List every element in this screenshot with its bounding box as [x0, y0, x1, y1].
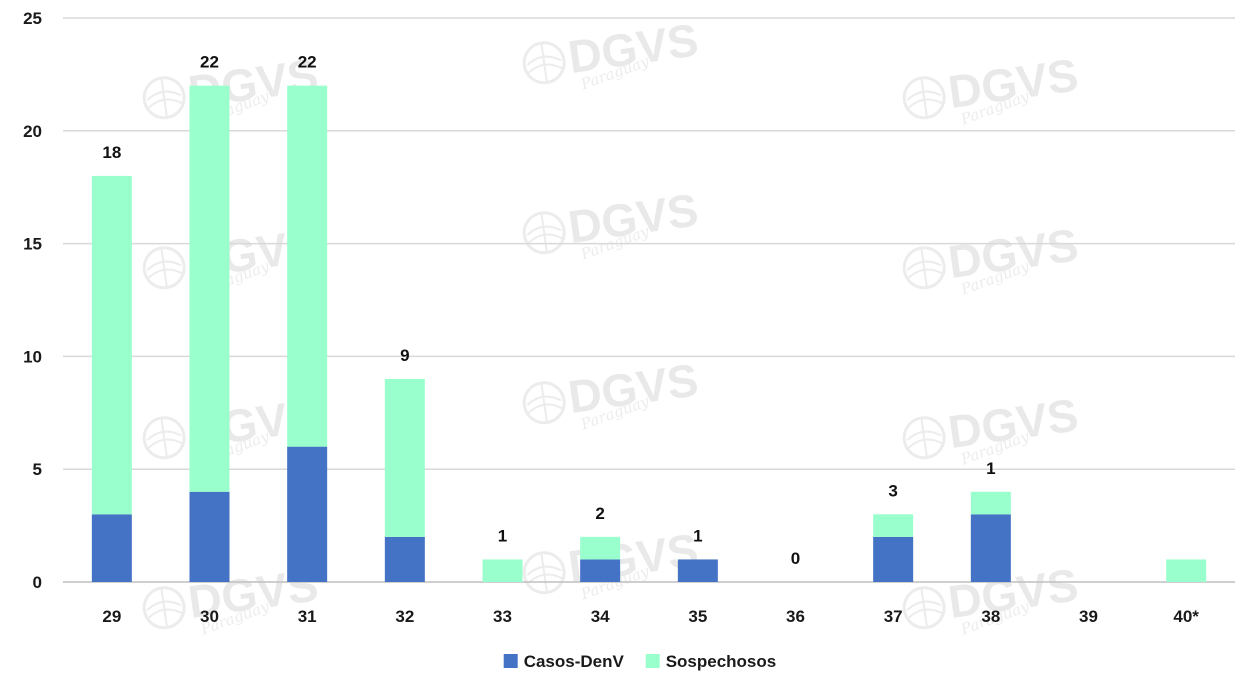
data-label: 22	[200, 53, 219, 72]
legend-swatch	[645, 654, 660, 668]
x-tick-label: 34	[591, 607, 610, 626]
data-label: 1	[693, 526, 702, 545]
bar-sospechosos	[91, 175, 132, 515]
x-tick-label: 36	[786, 607, 805, 626]
legend-label: Sospechosos	[666, 652, 777, 671]
bar-casos-denv	[580, 559, 621, 582]
bar-sospechosos	[970, 491, 1011, 515]
x-tick-label: 29	[102, 607, 121, 626]
x-tick-label: 37	[884, 607, 903, 626]
x-tick-label: 39	[1079, 607, 1098, 626]
data-label: 1	[986, 459, 995, 478]
x-axis-ticks: 29 30 31 32 33 34 35 36 37 38 39 40*	[102, 607, 1199, 626]
x-tick-label: 31	[298, 607, 317, 626]
data-label: 0	[791, 549, 800, 568]
grid-lines	[63, 17, 1235, 583]
bar-casos-denv	[873, 536, 914, 582]
y-tick-label: 5	[33, 460, 42, 479]
bar-casos-denv	[189, 491, 230, 582]
bar-casos-denv	[970, 514, 1011, 582]
data-label: 18	[102, 143, 121, 162]
data-label: 3	[888, 481, 897, 500]
bar-sospechosos	[580, 536, 621, 560]
data-label: 2	[595, 504, 604, 523]
x-tick-label: 32	[395, 607, 414, 626]
bar-casos-denv	[677, 559, 718, 582]
data-label: 1	[498, 526, 507, 545]
bar-sospechosos	[189, 85, 230, 492]
bar-sospechosos	[873, 514, 914, 537]
x-tick-label: 33	[493, 607, 512, 626]
y-tick-label: 10	[23, 347, 42, 366]
data-labels: 18 22 22 9 1 2 1 0 3 1	[102, 53, 995, 568]
x-tick-label: 40*	[1173, 607, 1199, 626]
data-label: 9	[400, 346, 409, 365]
x-tick-label: 35	[688, 607, 707, 626]
bar-casos-denv	[384, 536, 425, 582]
legend-label: Casos-DenV	[524, 652, 625, 671]
legend-swatch	[503, 654, 518, 668]
bar-casos-denv	[287, 446, 328, 582]
x-tick-label: 38	[981, 607, 1000, 626]
y-axis-ticks: 0 5 10 15 20 25	[23, 9, 42, 592]
bar-sospechosos	[384, 378, 425, 537]
y-tick-label: 20	[23, 122, 42, 141]
data-label: 22	[298, 53, 317, 72]
legend: Casos-DenV Sospechosos	[503, 652, 777, 671]
bar-sospechosos	[287, 85, 328, 447]
bar-casos-denv	[91, 514, 132, 582]
y-tick-label: 15	[23, 235, 42, 254]
bars	[91, 85, 1207, 582]
bar-sospechosos	[482, 559, 523, 582]
y-tick-label: 0	[33, 573, 42, 592]
y-tick-label: 25	[23, 9, 42, 28]
bar-sospechosos	[1166, 559, 1207, 582]
x-tick-label: 30	[200, 607, 219, 626]
